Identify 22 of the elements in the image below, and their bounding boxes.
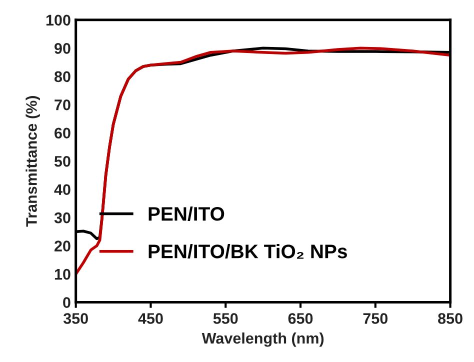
legend-label: PEN/ITO: [148, 206, 224, 221]
x-tick-label: 550: [213, 313, 238, 324]
legend-label: PEN/ITO/BK TiO₂ NPs: [148, 244, 347, 259]
x-tick-label: 450: [138, 313, 163, 324]
y-tick-label: 20: [54, 240, 70, 252]
y-tick-label: 0: [63, 297, 70, 308]
y-tick-label: 30: [54, 212, 70, 224]
y-tick-label: 90: [54, 43, 70, 54]
y-tick-label: 40: [54, 184, 70, 196]
line-series: [76, 46, 450, 276]
x-tick-label: 750: [363, 313, 388, 324]
y-tick-label: 70: [54, 99, 70, 110]
x-axis-title: Wavelength (nm): [202, 332, 324, 347]
y-tick-label: 60: [54, 128, 70, 139]
y-tick-label: 100: [46, 14, 70, 26]
y-tick-label: 10: [54, 268, 70, 280]
x-tick-label: 850: [438, 313, 462, 324]
y-tick-label: 50: [54, 156, 70, 167]
y-tick-label: 80: [54, 71, 70, 82]
x-tick-label: 350: [63, 313, 88, 324]
x-tick-label: 650: [288, 313, 313, 324]
y-axis-title: Transmittance (%): [26, 96, 40, 227]
